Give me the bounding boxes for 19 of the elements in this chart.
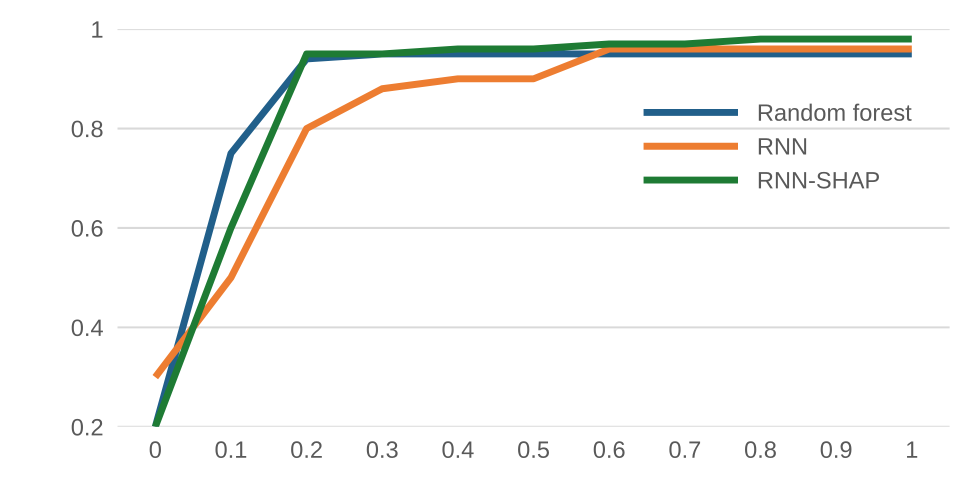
legend-label: Random forest <box>758 104 912 121</box>
y-tick-label: 0.4 <box>72 319 103 336</box>
y-tick-label: 0.8 <box>72 120 103 138</box>
x-tick-label: 0.5 <box>518 441 549 458</box>
x-tick-label: 0 <box>150 441 161 458</box>
x-tick-label: 0.9 <box>820 441 852 458</box>
x-tick-label: 0.2 <box>291 441 322 458</box>
x-tick-label: 1 <box>907 442 918 458</box>
y-tick-label: 0.6 <box>72 220 103 237</box>
x-tick-label: 0.3 <box>366 441 398 458</box>
legend-label: RNN <box>758 138 806 155</box>
legend-label: RNN-SHAP <box>758 172 879 189</box>
y-tick-label: 0.2 <box>72 418 102 436</box>
x-tick-label: 0.6 <box>594 441 625 458</box>
x-tick-label: 0.7 <box>669 441 700 458</box>
y-tick-label: 1 <box>92 21 102 38</box>
x-tick-label: 0.4 <box>442 441 474 458</box>
x-tick-label: 0.8 <box>745 441 776 458</box>
x-tick-label: 0.1 <box>215 441 246 458</box>
